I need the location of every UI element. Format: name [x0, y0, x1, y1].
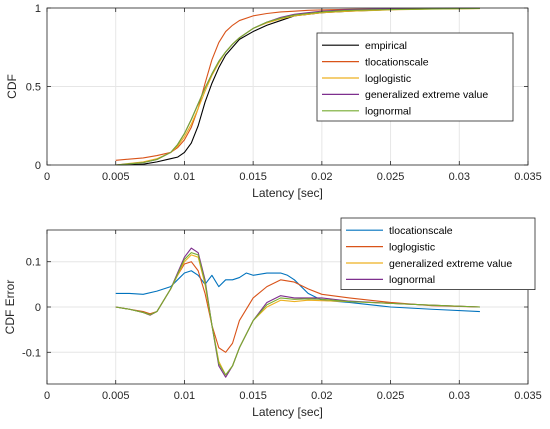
y-tick-label: 0: [35, 302, 41, 314]
x-tick-label: 0.005: [102, 390, 130, 402]
legend-label: tlocationscale: [365, 56, 429, 68]
x-tick-label: 0.015: [239, 171, 267, 183]
legend: empirical tlocationscale loglogistic genera…: [316, 32, 514, 122]
chart-panel-2: 0 0.005 0.01 0.015 0.02 0.025 0.03 0.035 -0.1 0 0.…: [3, 217, 542, 419]
x-tick-label: 0.03: [449, 390, 470, 402]
x-tick-label: 0.02: [311, 171, 332, 183]
x-tick-label: 0.01: [174, 171, 195, 183]
x-axis-label: Latency [sec]: [252, 405, 323, 419]
x-axis-label: Latency [sec]: [252, 186, 323, 200]
y-tick-label: 1: [35, 3, 41, 15]
x-tick-label: 0: [44, 390, 50, 402]
y-tick-label: -0.1: [22, 347, 41, 359]
x-tick-label: 0.005: [102, 171, 130, 183]
legend-label: lognormal: [365, 106, 411, 118]
legend-label: loglogistic: [389, 241, 435, 253]
x-tick-label: 0.025: [377, 390, 405, 402]
y-tick-label: 0.1: [26, 257, 41, 269]
y-tick-label: 0: [35, 160, 41, 172]
series-line-green: [115, 252, 480, 376]
y-axis-label: CDF Error: [3, 280, 17, 335]
x-tick-label: 0.025: [377, 171, 405, 183]
chart-panel-1: 0 0.005 0.01 0.015 0.02 0.025 0.03 0.035 0 0.5 1 La…: [5, 3, 542, 200]
x-tick-label: 0.035: [514, 171, 542, 183]
legend-box: [316, 32, 514, 122]
x-tick-label: 0.035: [514, 390, 542, 402]
legend-label: tlocationscale: [389, 225, 453, 237]
x-tick-label: 0.01: [174, 390, 195, 402]
x-tick-label: 0.02: [311, 390, 332, 402]
y-tick-label: 0.5: [26, 82, 41, 94]
legend-label: generalized extreme value: [365, 89, 488, 101]
legend-label: empirical: [365, 40, 407, 52]
series-line-lognormal: [115, 7, 480, 166]
y-axis-label: CDF: [5, 74, 19, 99]
legend-label: lognormal: [389, 274, 435, 286]
legend-label: generalized extreme value: [389, 258, 512, 270]
series-line-tlocationscale: [115, 7, 480, 161]
legend: tlocationscale loglogistic generalized ext…: [340, 217, 536, 290]
legend-label: loglogistic: [365, 73, 411, 85]
x-tick-label: 0.015: [239, 390, 267, 402]
x-tick-label: 0.03: [449, 171, 470, 183]
x-tick-label: 0: [44, 171, 50, 183]
